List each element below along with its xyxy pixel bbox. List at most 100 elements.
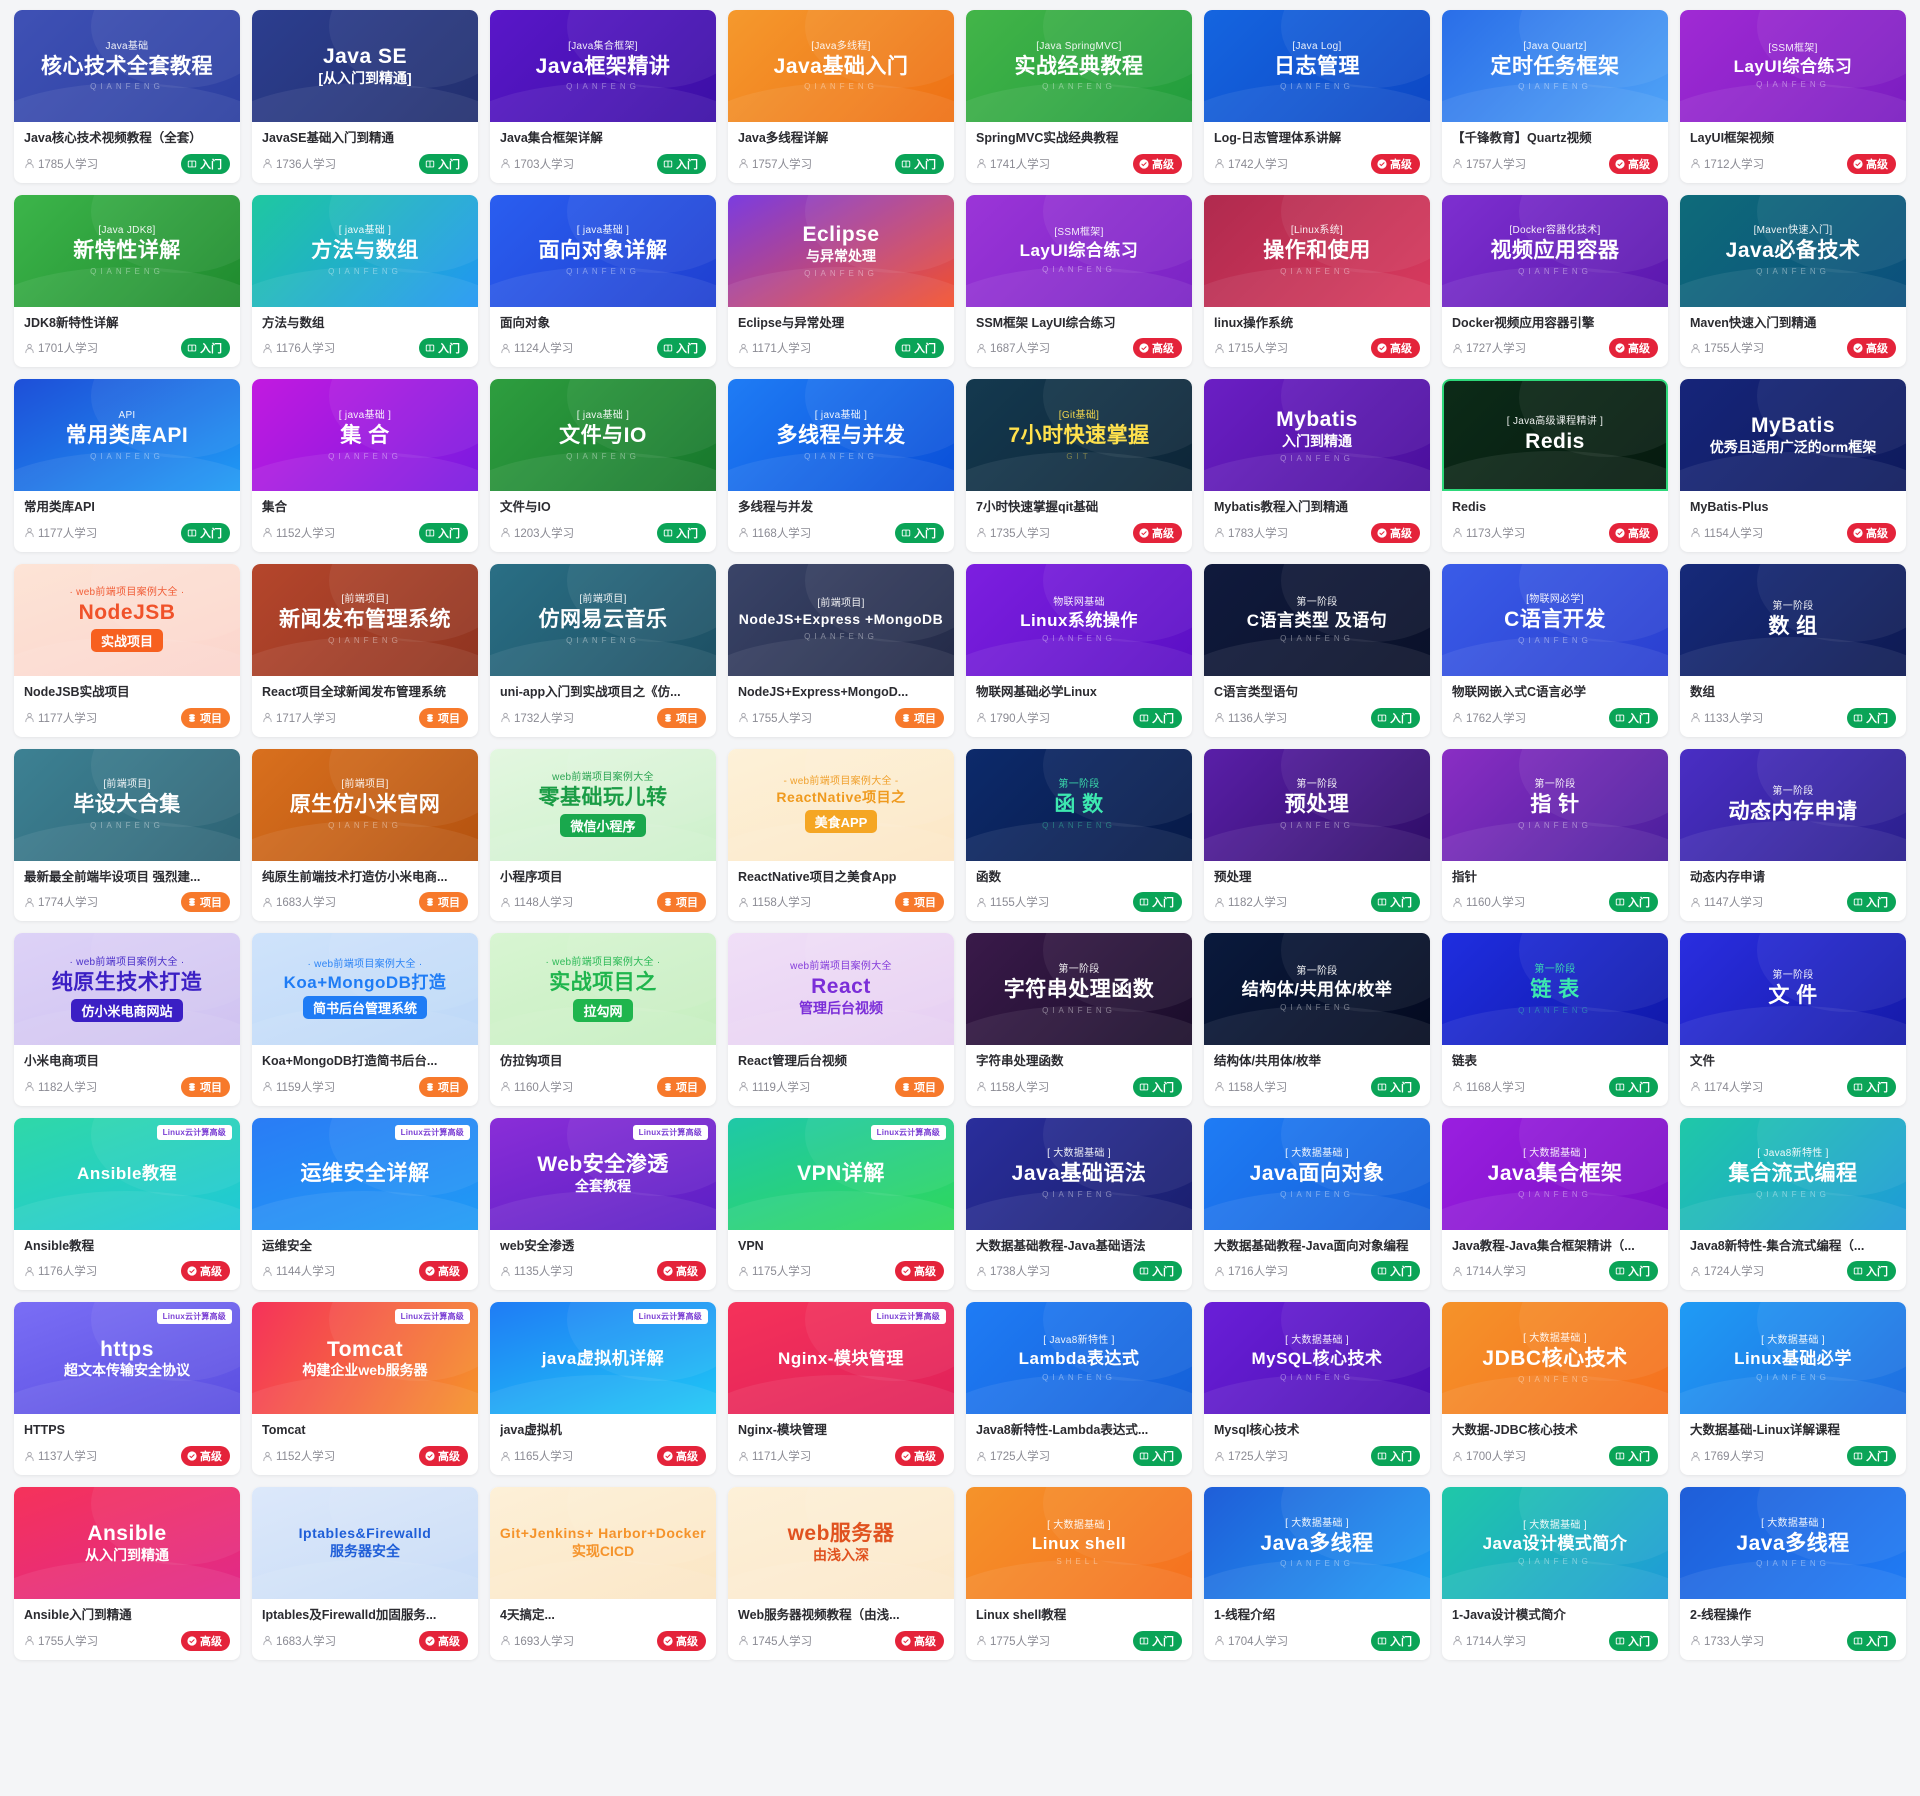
course-title[interactable]: LayUI框架视频 [1690,131,1775,145]
course-title[interactable]: 物联网基础必学Linux [976,684,1097,699]
course-card[interactable]: Eclipse 与异常处理 QIANFENG Eclipse与异常处理 1171人学习 入… [728,194,954,368]
course-card[interactable]: [前端项目] 仿网易云音乐 QIANFENG uni-app入门到实战项目之《仿...… [490,563,716,737]
course-title[interactable]: Log-日志管理体系讲解 [1214,131,1342,145]
course-card[interactable]: [ Java8新特性 ] Lambda表达式 QIANFENG Java8新特性-La… [966,1302,1192,1475]
course-card[interactable]: - web前端项目案例大全 - ReactNative项目之 美食APP ReactN… [728,748,954,922]
course-card[interactable]: web服务器 由浅入深 Web服务器视频教程（由浅... 1745人学习 高级 [728,1487,954,1660]
course-title[interactable]: React项目全球新闻发布管理系统 [262,684,447,699]
course-card[interactable]: · web前端项目案例大全 · NodeJSB 实战项目 NodeJSB实战项目 117… [14,563,240,737]
course-card[interactable]: [ 大数据基础 ] Java面向对象 QIANFENG 大数据基础教程-Java面向对… [1204,1117,1430,1291]
course-title[interactable]: 文件 [1690,1054,1716,1069]
course-title[interactable]: 大数据基础-Linux详解课程 [1690,1423,1840,1438]
course-title[interactable]: HTTPS [24,1423,65,1438]
course-title[interactable]: VPN [738,1238,764,1253]
course-title[interactable]: java虚拟机 [500,1423,562,1438]
course-card[interactable]: [ Java8新特性 ] 集合流式编程 QIANFENG Java8新特性-集合流式编… [1680,1117,1906,1291]
course-card[interactable]: [ 大数据基础 ] Java设计模式简介 QIANFENG 1-Java设计模式简介 1… [1442,1487,1668,1660]
course-card[interactable]: [Java集合框架] Java框架精讲 QIANFENG Java集合框架详解 1703… [490,10,716,183]
course-title[interactable]: 【千锋教育】Quartz视频 [1452,131,1592,145]
course-title[interactable]: 链表 [1452,1054,1478,1069]
course-title[interactable]: Java8新特性-集合流式编程（... [1690,1238,1865,1253]
course-card[interactable]: [Java Log] 日志管理 QIANFENG Log-日志管理体系讲解 1742人学… [1204,10,1430,183]
course-card[interactable]: Linux云计算高级 https 超文本传输安全协议 HTTPS 1137人学习 高级 [14,1302,240,1475]
course-title[interactable]: Java教程-Java集合框架精讲（... [1452,1238,1635,1253]
course-title[interactable]: 方法与数组 [262,315,325,330]
course-title[interactable]: Eclipse与异常处理 [738,315,845,330]
course-card[interactable]: [ 大数据基础 ] Linux基础必学 QIANFENG 大数据基础-Linux详解课… [1680,1302,1906,1475]
course-card[interactable]: 第一阶段文 件文件 1174人学习 入门 [1680,933,1906,1106]
course-card[interactable]: Linux云计算高级 Web安全渗透 全套教程 web安全渗透 1135人学习 高级 [490,1117,716,1291]
course-title[interactable]: 1-线程介绍 [1214,1608,1276,1622]
course-title[interactable]: ReactNative项目之美食App [738,869,897,884]
course-card[interactable]: [前端项目] 毕设大合集 QIANFENG 最新最全前端毕设项目 强烈建... 1774… [14,748,240,922]
course-card[interactable]: [前端项目] 原生仿小米官网 QIANFENG 纯原生前端技术打造仿小米电商... 16… [252,748,478,922]
course-title[interactable]: 大数据基础教程-Java基础语法 [976,1238,1146,1253]
course-card[interactable]: Mybatis 入门到精通 QIANFENG Mybatis教程入门到精通 1783人学… [1204,379,1430,552]
course-title[interactable]: NodeJSB实战项目 [24,684,130,699]
course-card[interactable]: 第一阶段 动态内存申请 动态内存申请 1147人学习 入门 [1680,748,1906,922]
course-title[interactable]: 多线程与并发 [738,500,814,515]
course-title[interactable]: JavaSE基础入门到精通 [262,131,394,145]
course-card[interactable]: 第一阶段链 表 QIANFENG 链表 1168人学习 入门 [1442,933,1668,1106]
course-card[interactable]: [ 大数据基础 ] Java多线程 QIANFENG 1-线程介绍 1704人学习 入门 [1204,1487,1430,1660]
course-title[interactable]: Java多线程详解 [738,131,829,145]
course-card[interactable]: [Docker容器化技术] 视频应用容器 QIANFENG Docker视频应用容器引… [1442,194,1668,368]
course-card[interactable]: web前端项目案例大全 React 管理后台视频 React管理后台视频 1119人学习… [728,933,954,1106]
course-card[interactable]: [Java Quartz] 定时任务框架 QIANFENG 【千锋教育】Quartz视… [1442,10,1668,183]
course-title[interactable]: Java核心技术视频教程（全套） [24,131,202,145]
course-title[interactable]: Ansible教程 [24,1238,95,1253]
course-title[interactable]: 4天搞定... [500,1608,555,1622]
course-card[interactable]: Iptables&Firewalld 服务器安全 Iptables及Firewall… [252,1487,478,1660]
course-card[interactable]: · web前端项目案例大全 · 纯原生技术打造 仿小米电商网站 小米电商项目 1182人… [14,933,240,1106]
course-card[interactable]: [SSM框架] LayUI综合练习 QIANFENG LayUI框架视频 1712人学习… [1680,10,1906,183]
course-title[interactable]: Docker视频应用容器引擎 [1452,315,1595,330]
course-card[interactable]: [Java多线程] Java基础入门 QIANFENG Java多线程详解 1757人学… [728,10,954,183]
course-card[interactable]: [ 大数据基础 ] JDBC核心技术 QIANFENG 大数据-JDBC核心技术 170… [1442,1302,1668,1475]
course-card[interactable]: [ 大数据基础 ] MySQL核心技术 QIANFENG Mysql核心技术 1725人… [1204,1302,1430,1475]
course-card[interactable]: 第一阶段 字符串处理函数 QIANFENG 字符串处理函数 1158人学习 入门 [966,933,1192,1106]
course-card[interactable]: [ 大数据基础 ] Java集合框架 QIANFENG Java教程-Java集合框架… [1442,1117,1668,1291]
course-title[interactable]: Nginx-模块管理 [738,1423,827,1438]
course-card[interactable]: [前端项目] 新闻发布管理系统 QIANFENG React项目全球新闻发布管理系统 1… [252,563,478,737]
course-title[interactable]: 字符串处理函数 [976,1054,1064,1069]
course-title[interactable]: 结构体/共用体/枚举 [1214,1054,1321,1069]
course-card[interactable]: [Linux系统] 操作和使用 QIANFENG linux操作系统 1715人学习 高级 [1204,194,1430,368]
course-title[interactable]: 运维安全 [262,1238,313,1253]
course-card[interactable]: Linux云计算高级 Tomcat 构建企业web服务器 Tomcat 1152人学习高… [252,1302,478,1475]
course-title[interactable]: Koa+MongoDB打造简书后台... [262,1054,438,1069]
course-title[interactable]: Iptables及Firewalld加固服务... [262,1608,437,1622]
course-card[interactable]: [ 大数据基础 ] Linux shell SHELL Linux shell教程 17… [966,1487,1192,1660]
course-card[interactable]: Linux云计算高级 运维安全详解 运维安全 1144人学习 高级 [252,1117,478,1291]
course-title[interactable]: JDK8新特性详解 [24,315,119,330]
course-title[interactable]: 1-Java设计模式简介 [1452,1608,1566,1622]
course-title[interactable]: NodeJS+Express+MongoD... [738,684,909,699]
course-title[interactable]: Web服务器视频教程（由浅... [738,1608,900,1622]
course-card[interactable]: 第一阶段指 针 QIANFENG 指针 1160人学习 入门 [1442,748,1668,922]
course-card[interactable]: Ansible 从入门到精通 Ansible入门到精通 1755人学习 高级 [14,1487,240,1660]
course-card[interactable]: [ Java高级课程精讲 ] Redis Redis 1173人学习 高级 [1442,379,1668,552]
course-title[interactable]: web安全渗透 [500,1238,575,1253]
course-card[interactable]: Linux云计算高级 VPN详解 VPN 1175人学习 高级 [728,1117,954,1291]
course-title[interactable]: 2-线程操作 [1690,1608,1752,1622]
course-title[interactable]: 面向对象 [500,315,551,330]
course-card[interactable]: 第一阶段函 数 QIANFENG 函数 1155人学习 入门 [966,748,1192,922]
course-card[interactable]: web前端项目案例大全 零基础玩儿转 微信小程序 小程序项目 1148人学习 项目 [490,748,716,922]
course-title[interactable]: Maven快速入门到精通 [1690,315,1817,330]
course-card[interactable]: 第一阶段 结构体/共用体/枚举 QIANFENG 结构体/共用体/枚举 1158人学习 入… [1204,933,1430,1106]
course-title[interactable]: React管理后台视频 [738,1054,848,1069]
course-card[interactable]: Linux云计算高级 Ansible教程 Ansible教程 1176人学习 高级 [14,1117,240,1291]
course-title[interactable]: 数组 [1690,684,1716,699]
course-title[interactable]: 仿拉钩项目 [500,1054,563,1069]
course-title[interactable]: Linux shell教程 [976,1608,1067,1622]
course-card[interactable]: [ java基础 ] 面向对象详解 QIANFENG 面向对象 1124人学习 入门 [490,194,716,368]
course-title[interactable]: Java集合框架详解 [500,131,603,145]
course-title[interactable]: 文件与IO [500,500,551,515]
course-title[interactable]: 7小时快速掌握qit基础 [976,500,1099,515]
course-card[interactable]: 第一阶段 C语言类型 及语句 QIANFENG C语言类型语句 1136人学习 入门 [1204,563,1430,737]
course-card[interactable]: [Git基础] 7小时快速掌握 GIT 7小时快速掌握qit基础 1735人学习 高级 [966,379,1192,552]
course-card[interactable]: [Java JDK8] 新特性详解 QIANFENG JDK8新特性详解 1701人学习… [14,194,240,368]
course-title[interactable]: 函数 [976,869,1002,884]
course-card[interactable]: Java SE [从入门到精通] JavaSE基础入门到精通 1736人学习 入门 [252,10,478,183]
course-title[interactable]: 集合 [262,500,288,515]
course-card[interactable]: [ java基础 ] 方法与数组 QIANFENG 方法与数组 1176人学习 入门 [252,194,478,368]
